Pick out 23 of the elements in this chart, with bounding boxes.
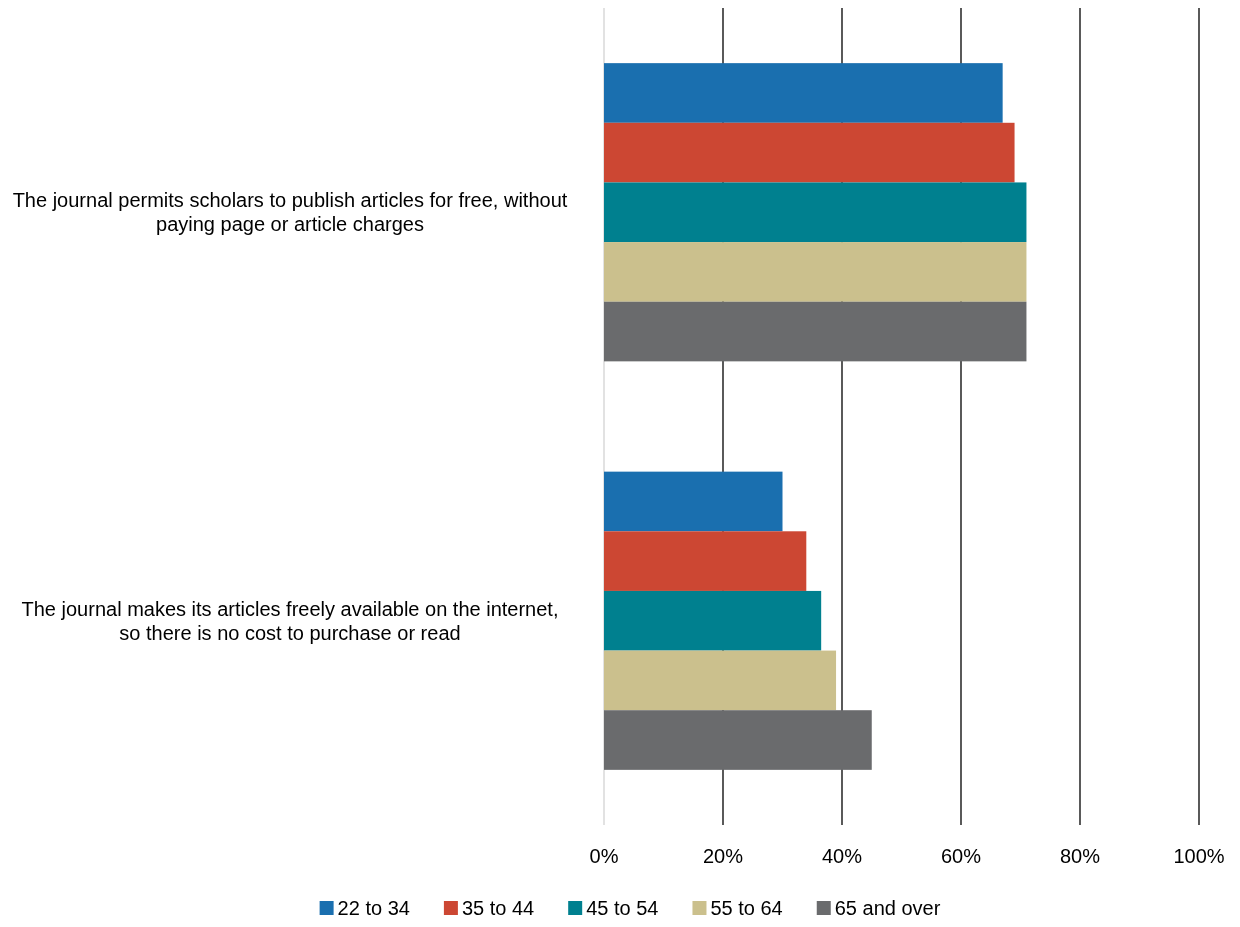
bar — [604, 301, 1027, 362]
bar — [604, 590, 822, 651]
legend-label: 22 to 34 — [337, 897, 410, 919]
bar — [604, 242, 1027, 302]
x-tick-label: 80% — [1059, 845, 1101, 867]
legend-label: 35 to 44 — [461, 897, 535, 919]
x-tick-label: 60% — [940, 845, 982, 867]
bar — [604, 182, 1027, 243]
bar — [604, 710, 872, 770]
y-tick-label: The journal permits scholars to publish articles for free, without paying page or article charges — [12, 189, 568, 236]
legend-label: 45 to 54 — [586, 897, 659, 919]
legend-label: 65 and over — [834, 897, 941, 919]
x-tick-label: 40% — [821, 845, 863, 867]
x-tick-label: 100% — [1173, 845, 1225, 867]
bar — [604, 63, 1003, 123]
x-tick-label: 20% — [702, 845, 744, 867]
bar — [604, 531, 807, 591]
legend-label: 55 to 64 — [710, 897, 783, 919]
x-tick-label: 0% — [589, 845, 619, 867]
bar — [604, 650, 837, 711]
bar — [604, 471, 783, 532]
bar — [604, 122, 1015, 183]
y-tick-label: The journal makes its articles freely available on the internet, so there is no cost to purchase or read — [21, 597, 559, 644]
